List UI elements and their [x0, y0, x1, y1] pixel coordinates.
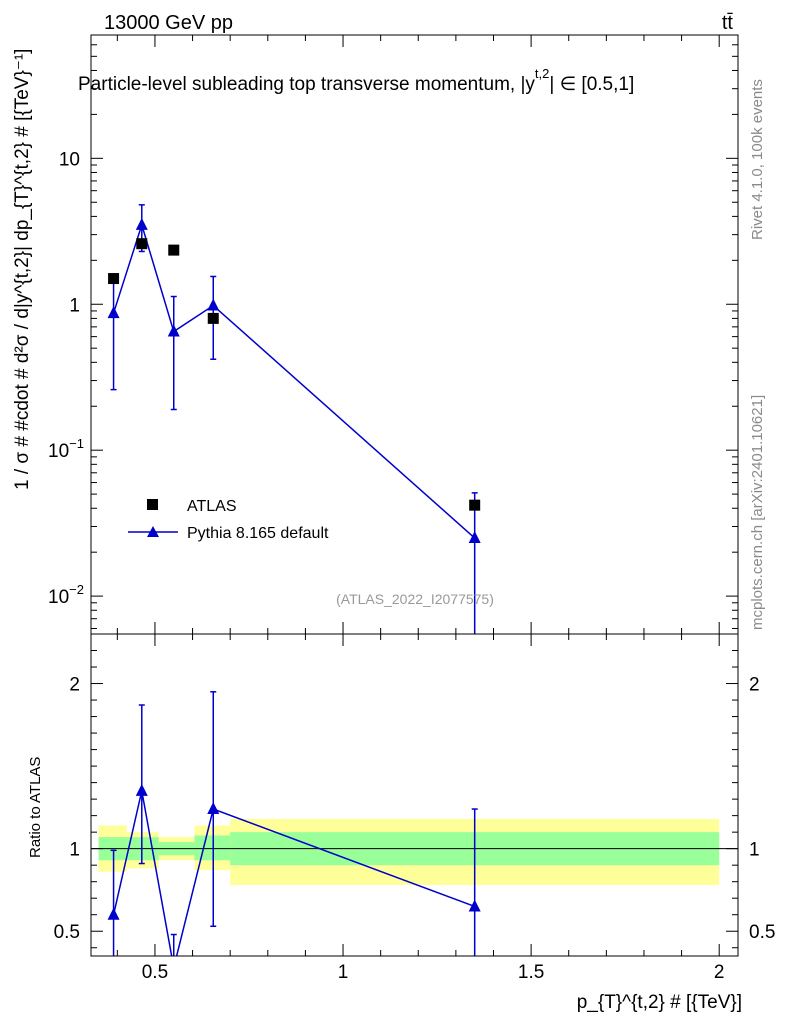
main-y-tick-label-base: 10 [48, 441, 69, 462]
mcplots-label: mcplots.cern.ch [arXiv:2401.10621] [749, 395, 766, 630]
plot-title-superscript: t,2 [535, 66, 549, 81]
mc-point [107, 306, 120, 319]
data-point [469, 499, 481, 511]
plot-title-main: Particle-level subleading top transverse… [78, 74, 535, 95]
ratio-y-tick-label-left: 0.5 [54, 922, 80, 943]
ratio-mc-point [207, 802, 220, 815]
ratio-y-tick-label-left: 2 [69, 675, 80, 696]
ratio-mc-group [107, 691, 481, 956]
analysis-id-label: (ATLAS_2022_I2077575) [336, 591, 494, 607]
data-point [168, 244, 180, 256]
ratio-y-tick-label-left: 1 [69, 840, 80, 861]
ratio-band-inner [194, 835, 231, 861]
main-y-tick-label-exponent: −1 [69, 436, 84, 451]
legend: ATLAS Pythia 8.165 default [128, 498, 329, 542]
plot-title: Particle-level subleading top transverse… [78, 66, 634, 95]
ratio-mc-point [135, 783, 148, 796]
legend-mc-marker [147, 526, 159, 537]
legend-mc-label: Pythia 8.165 default [187, 525, 329, 542]
rivet-version-label: Rivet 4.1.0, 100k events [749, 79, 766, 240]
main-frame [90, 34, 739, 635]
y-axis-label-main: 1 / σ # #cdot # d²σ / d|y^{t,2}| dp_{T}^… [12, 49, 33, 490]
legend-data-marker [147, 499, 158, 510]
process-label: tt̄ [722, 12, 734, 34]
y-axis-label-ratio: Ratio to ATLAS [27, 757, 44, 858]
main-y-tick-label: 1 [69, 295, 80, 316]
main-y-tick-label-base: 1 [69, 295, 80, 316]
ratio-mc-point [107, 907, 120, 920]
legend-data-label: ATLAS [187, 498, 237, 515]
x-tick-label: 0.5 [142, 962, 168, 983]
x-axis-label: p_{T}^{t,2} # [{TeV}] [577, 992, 742, 1013]
main-y-tick-label-base: 10 [48, 587, 69, 608]
ratio-mc-point [468, 899, 481, 912]
data-point [207, 312, 219, 324]
mc-line [112, 222, 476, 539]
main-y-tick-label: 10 [59, 149, 80, 170]
main-y-tick-label-exponent: −2 [69, 582, 84, 597]
data-point [136, 238, 148, 250]
ratio-mc-line [112, 790, 475, 956]
main-y-tick-label: 10−1 [48, 436, 84, 462]
x-tick-label: 2 [714, 962, 725, 983]
ratio-y-tick-label-right: 0.5 [749, 922, 775, 943]
x-tick-label: 1.5 [518, 962, 544, 983]
energy-label: 13000 GeV pp [104, 12, 233, 34]
x-tick-label: 1 [338, 962, 349, 983]
ratio-y-tick-label-right: 1 [749, 840, 760, 861]
ratio-panel: 0.5 0.5 1 1 2 2 0.5 1 1.5 2 [54, 634, 775, 983]
data-point [108, 273, 120, 285]
mc-point [167, 324, 180, 337]
mc-point [468, 531, 481, 544]
plot-title-tail: | ∈ [0.5,1] [549, 74, 634, 95]
ratio-frame [90, 633, 739, 957]
mc-point [207, 298, 220, 311]
main-y-tick-label: 10−2 [48, 582, 84, 608]
mc-point [135, 217, 148, 230]
main-y-tick-label-base: 10 [59, 149, 80, 170]
ratio-y-tick-label-right: 2 [749, 675, 760, 696]
